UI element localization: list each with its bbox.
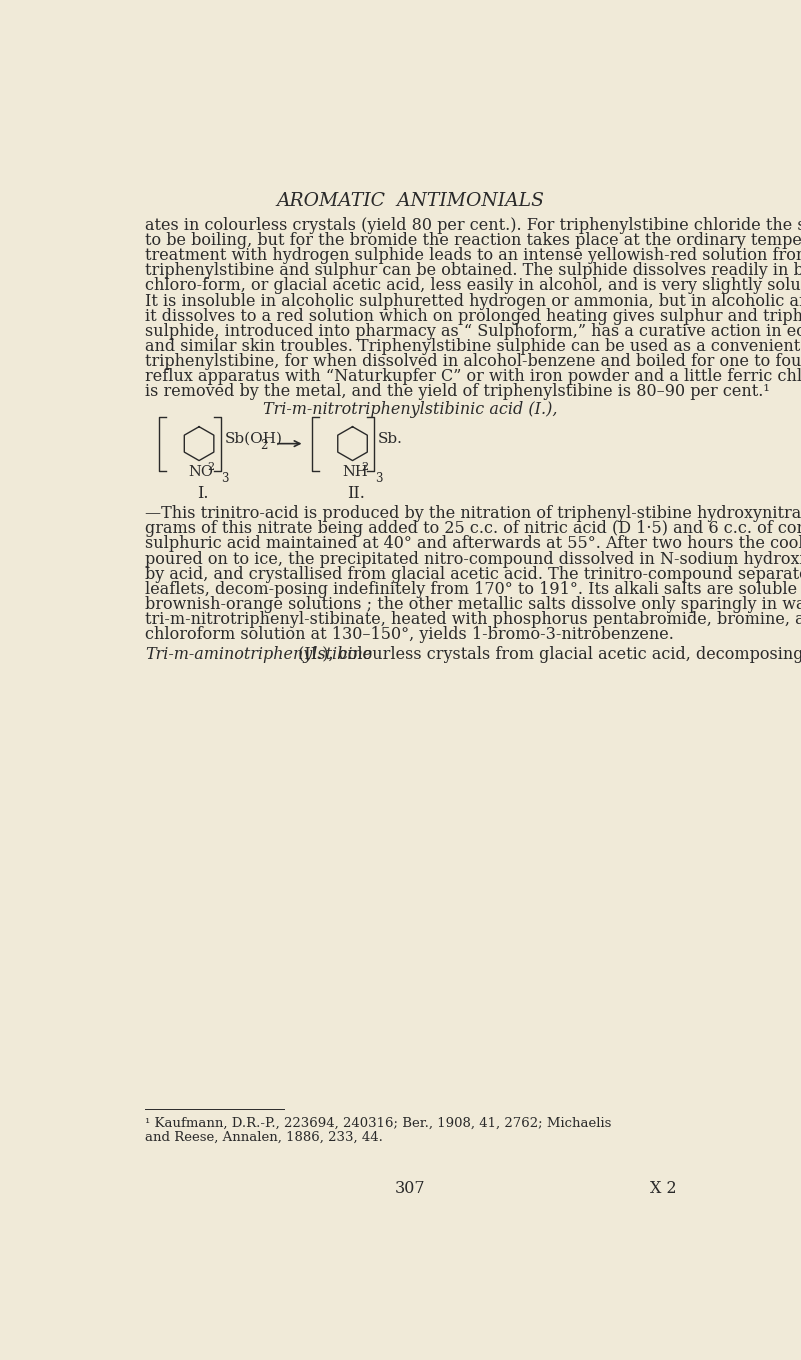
Text: reflux apparatus with “Naturkupfer C” or with iron powder and a little ferric ch: reflux apparatus with “Naturkupfer C” or… (145, 369, 801, 385)
Text: I.: I. (197, 486, 209, 502)
Text: 2: 2 (361, 462, 368, 472)
Text: chloro-form, or glacial acetic acid, less easily in alcohol, and is very slightl: chloro-form, or glacial acetic acid, les… (145, 277, 801, 295)
Text: NH: NH (343, 465, 368, 479)
Text: grams of this nitrate being added to 25 c.c. of nitric acid (D 1·5) and 6 c.c. o: grams of this nitrate being added to 25 … (145, 521, 801, 537)
Text: 2: 2 (260, 439, 268, 452)
Text: it dissolves to a red solution which on prolonged heating gives sulphur and trip: it dissolves to a red solution which on … (145, 307, 801, 325)
Text: Tri-m-nitrotriphenylstibinic acid (I.),: Tri-m-nitrotriphenylstibinic acid (I.), (264, 401, 557, 419)
Text: poured on to ice, the precipitated nitro-compound dissolved in N-sodium hydroxid: poured on to ice, the precipitated nitro… (145, 551, 801, 567)
Text: (II.), colourless crystals from glacial acetic acid, decomposing indefinitely at: (II.), colourless crystals from glacial … (293, 646, 801, 662)
Text: Tri-m-aminotriphenylstibine: Tri-m-aminotriphenylstibine (145, 646, 372, 662)
Text: 3: 3 (222, 472, 229, 486)
Text: ates in colourless crystals (yield 80 per cent.). For triphenylstibine chloride : ates in colourless crystals (yield 80 pe… (145, 218, 801, 234)
Text: X 2: X 2 (650, 1179, 676, 1197)
Text: —This trinitro-acid is produced by the nitration of triphenyl-stibine hydroxynit: —This trinitro-acid is produced by the n… (145, 505, 801, 522)
Text: NO: NO (188, 465, 213, 479)
Text: chloroform solution at 130–150°, yields 1-bromo-3-nitrobenzene.: chloroform solution at 130–150°, yields … (145, 626, 674, 643)
Text: brownish-orange solutions ; the other metallic salts dissolve only sparingly in : brownish-orange solutions ; the other me… (145, 596, 801, 613)
Text: is removed by the metal, and the yield of triphenylstibine is 80–90 per cent.¹: is removed by the metal, and the yield o… (145, 384, 770, 400)
Text: AROMATIC  ANTIMONIALS: AROMATIC ANTIMONIALS (276, 193, 545, 211)
Text: triphenylstibine, for when dissolved in alcohol-benzene and boiled for one to fo: triphenylstibine, for when dissolved in … (145, 354, 801, 370)
Text: sulphuric acid maintained at 40° and afterwards at 55°. After two hours the cool: sulphuric acid maintained at 40° and aft… (145, 536, 801, 552)
Text: tri-m-nitrotriphenyl-stibinate, heated with phosphorus pentabromide, bromine, an: tri-m-nitrotriphenyl-stibinate, heated w… (145, 611, 801, 628)
Text: sulphide, introduced into pharmacy as “ Sulphoform,” has a curative action in ec: sulphide, introduced into pharmacy as “ … (145, 322, 801, 340)
Text: Sb(OH): Sb(OH) (224, 432, 283, 446)
Text: 3: 3 (375, 472, 383, 486)
Text: triphenylstibine and sulphur can be obtained. The sulphide dissolves readily in : triphenylstibine and sulphur can be obta… (145, 262, 801, 279)
Text: 307: 307 (395, 1179, 426, 1197)
Text: treatment with hydrogen sulphide leads to an intense yellowish-red solution from: treatment with hydrogen sulphide leads t… (145, 248, 801, 264)
Text: leaflets, decom-posing indefinitely from 170° to 191°. Its alkali salts are solu: leaflets, decom-posing indefinitely from… (145, 581, 801, 597)
Text: by acid, and crystallised from glacial acetic acid. The trinitro-compound separa: by acid, and crystallised from glacial a… (145, 566, 801, 582)
Text: It is insoluble in alcoholic sulphuretted hydrogen or ammonia, but in alcoholic : It is insoluble in alcoholic sulphurette… (145, 292, 801, 310)
Text: 2: 2 (207, 462, 215, 472)
Text: Sb.: Sb. (378, 432, 403, 446)
Text: and similar skin troubles. Triphenylstibine sulphide can be used as a convenient: and similar skin troubles. Triphenylstib… (145, 337, 801, 355)
Text: ¹ Kaufmann, D.R.-P., 223694, 240316; Ber., 1908, 41, 2762; Michaelis: ¹ Kaufmann, D.R.-P., 223694, 240316; Ber… (145, 1117, 611, 1129)
Text: II.: II. (348, 486, 365, 502)
Text: to be boiling, but for the bromide the reaction takes place at the ordinary temp: to be boiling, but for the bromide the r… (145, 233, 801, 249)
Text: and Reese, Annalen, 1886, 233, 44.: and Reese, Annalen, 1886, 233, 44. (145, 1130, 383, 1144)
